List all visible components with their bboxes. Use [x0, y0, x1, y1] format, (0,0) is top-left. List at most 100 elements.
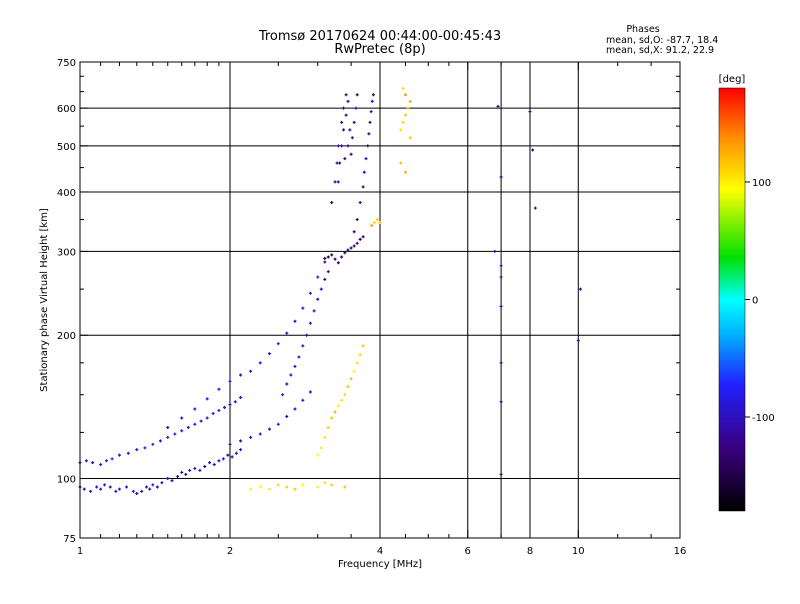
echo-point [228, 379, 232, 383]
echo-point [249, 369, 253, 373]
echo-point [349, 152, 353, 156]
echo-point [267, 427, 271, 431]
echo-point [108, 485, 112, 489]
echo-point [193, 422, 197, 426]
echo-point [330, 201, 334, 205]
echo-point [330, 416, 334, 420]
y-tick-label: 200 [57, 331, 76, 342]
echo-point [343, 157, 347, 161]
echo-point [276, 422, 280, 426]
x-tick-label: 10 [572, 546, 585, 557]
echo-point [160, 481, 164, 485]
echo-point [493, 249, 497, 253]
echo-point [354, 106, 358, 110]
echo-point [333, 180, 337, 184]
series-x-mode-upper [370, 86, 412, 228]
echo-point [333, 257, 337, 261]
echo-point [205, 416, 209, 420]
echo-point [349, 246, 353, 250]
colorbar [718, 87, 746, 512]
echo-point [84, 459, 88, 463]
echo-point [203, 464, 207, 468]
echo-point [336, 261, 340, 265]
echo-point [143, 446, 147, 450]
echo-point [230, 455, 234, 459]
echo-point [335, 161, 339, 165]
echo-point [399, 128, 403, 132]
echo-point [361, 235, 365, 239]
echo-points [78, 86, 582, 496]
echo-point [223, 406, 227, 410]
echo-point [401, 120, 405, 124]
echo-point [249, 487, 253, 491]
echo-point [104, 459, 108, 463]
x-tick-label: 6 [465, 546, 471, 557]
echo-point [297, 355, 301, 359]
echo-point [375, 218, 379, 222]
echo-point [378, 221, 382, 225]
echo-point [346, 99, 350, 103]
echo-point [103, 483, 107, 487]
echo-point [301, 398, 305, 402]
echo-point [82, 487, 86, 491]
y-tick-label: 100 [57, 475, 76, 486]
echo-point [293, 319, 297, 323]
echo-point [408, 99, 412, 103]
y-tick-label: 400 [57, 188, 76, 199]
echo-point [371, 93, 375, 97]
echo-point [135, 492, 139, 496]
echo-point [208, 461, 212, 465]
echo-point [340, 398, 344, 402]
echo-point [145, 485, 149, 489]
echo-point [99, 487, 103, 491]
echo-point [406, 106, 410, 110]
echo-point [343, 251, 347, 255]
echo-point [499, 361, 503, 365]
echo-point [358, 237, 362, 241]
echo-point [344, 113, 348, 117]
echo-point [578, 287, 582, 291]
echo-point [301, 344, 305, 348]
echo-point [367, 132, 371, 136]
y-axis-label: Stationary phase Virtual Height [km] [39, 208, 50, 392]
echo-point [346, 248, 350, 252]
echo-point [355, 218, 359, 222]
echo-point [352, 120, 356, 124]
echo-point [533, 206, 537, 210]
echo-point [364, 157, 368, 161]
echo-point [180, 470, 184, 474]
echo-point [217, 408, 221, 412]
echo-point [408, 136, 412, 140]
echo-point [170, 479, 174, 483]
echo-point [212, 463, 216, 467]
series-o-mode-f-trace-lower [166, 260, 327, 429]
echo-point [352, 244, 356, 248]
echo-point [276, 483, 280, 487]
echo-point [114, 489, 118, 493]
series-o-mode-f-trace-mid [228, 270, 330, 446]
echo-point [166, 435, 170, 439]
echo-point [135, 448, 139, 452]
chart-title: Tromsø 20170624 00:44:00-00:45:43 [258, 29, 501, 44]
echo-point [221, 457, 225, 461]
echo-point [293, 364, 297, 368]
echo-point [205, 397, 209, 401]
echo-point [370, 99, 374, 103]
grid-lines [80, 62, 680, 538]
echo-point [193, 407, 197, 411]
echo-point [316, 297, 320, 301]
x-tick-label: 16 [674, 546, 687, 557]
echo-point [362, 170, 366, 174]
echo-point [312, 309, 316, 313]
echo-point [576, 338, 580, 342]
echo-point [276, 342, 280, 346]
phases-x-mode: mean, sd,X: 91.2, 22.9 [606, 45, 714, 56]
echo-point [285, 382, 289, 386]
echo-point [342, 106, 346, 110]
echo-point [350, 136, 354, 140]
echo-point [234, 451, 238, 455]
echo-point [301, 306, 305, 310]
echo-point [281, 393, 285, 397]
echo-point [293, 487, 297, 491]
y-tick-label: 75 [63, 534, 76, 545]
